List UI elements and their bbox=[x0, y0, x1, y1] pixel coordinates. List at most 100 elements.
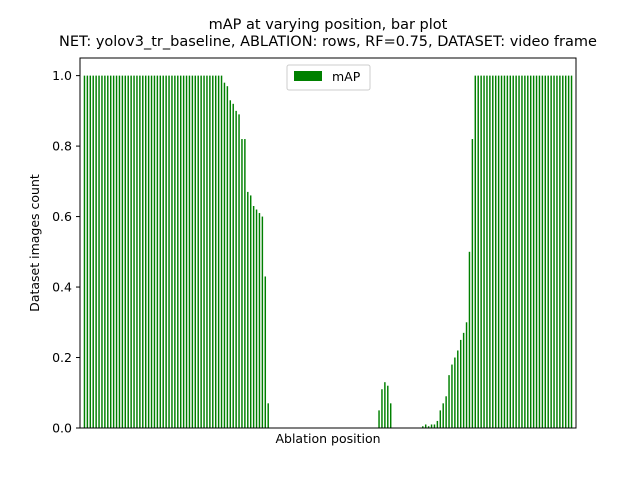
y-tick-label: 0.2 bbox=[52, 350, 72, 365]
bar bbox=[255, 209, 258, 428]
bar-series bbox=[83, 75, 573, 429]
bar bbox=[492, 75, 494, 429]
y-axis-label: Dataset images count bbox=[27, 174, 42, 312]
bar bbox=[521, 75, 523, 429]
bar bbox=[532, 75, 535, 429]
legend-label: mAP bbox=[332, 69, 361, 84]
bar bbox=[445, 396, 447, 428]
bar bbox=[436, 420, 439, 428]
bar bbox=[465, 322, 468, 428]
bar bbox=[567, 75, 570, 429]
bar bbox=[261, 216, 264, 428]
bar bbox=[206, 75, 208, 429]
y-tick-label: 0.8 bbox=[52, 139, 72, 154]
bar bbox=[241, 139, 243, 429]
bar bbox=[541, 75, 544, 429]
bar bbox=[223, 82, 226, 429]
bar bbox=[494, 75, 497, 429]
bar bbox=[212, 75, 214, 429]
bar bbox=[168, 75, 170, 429]
bar bbox=[480, 75, 482, 429]
y-axis-ticks: 0.0 0.2 0.4 0.6 0.8 1.0 bbox=[52, 68, 80, 436]
bar bbox=[89, 75, 92, 429]
bar bbox=[524, 75, 526, 429]
bar bbox=[109, 75, 112, 429]
bar bbox=[98, 75, 100, 429]
bar bbox=[451, 364, 453, 428]
bar bbox=[104, 75, 106, 429]
bar bbox=[556, 75, 558, 429]
bar bbox=[442, 403, 444, 428]
bar bbox=[258, 213, 261, 428]
bar bbox=[489, 75, 491, 429]
bar bbox=[477, 75, 479, 429]
legend: mAP bbox=[286, 64, 371, 91]
bar bbox=[83, 75, 86, 429]
bar bbox=[439, 410, 442, 428]
bar bbox=[182, 75, 185, 429]
bar bbox=[112, 75, 115, 429]
bar bbox=[457, 350, 459, 428]
bar bbox=[550, 75, 552, 429]
bar bbox=[238, 114, 240, 428]
bar bbox=[497, 75, 500, 429]
bar bbox=[538, 75, 541, 429]
x-axis-label: Ablation position bbox=[275, 431, 380, 446]
bar bbox=[136, 75, 138, 429]
bar bbox=[454, 357, 456, 428]
bar bbox=[127, 75, 129, 429]
bar bbox=[515, 75, 517, 429]
bar bbox=[529, 75, 532, 429]
bar bbox=[486, 75, 488, 429]
bar bbox=[424, 424, 427, 428]
bar bbox=[474, 75, 477, 429]
bar bbox=[433, 424, 436, 428]
bar bbox=[471, 139, 474, 429]
legend-swatch bbox=[294, 71, 322, 81]
bar bbox=[188, 75, 191, 429]
bar bbox=[130, 75, 132, 429]
bar bbox=[217, 75, 220, 429]
bar bbox=[244, 139, 246, 429]
bar bbox=[209, 75, 211, 429]
bar bbox=[139, 75, 141, 429]
bar bbox=[142, 75, 144, 429]
bar bbox=[378, 410, 380, 428]
bar bbox=[147, 75, 150, 429]
bar bbox=[535, 75, 538, 429]
bar bbox=[430, 424, 433, 428]
bar bbox=[547, 75, 549, 429]
bar bbox=[95, 75, 97, 429]
bar bbox=[118, 75, 121, 429]
bar bbox=[159, 75, 162, 429]
bar bbox=[101, 75, 103, 429]
bar bbox=[226, 86, 229, 428]
bar bbox=[527, 75, 529, 429]
bar bbox=[503, 75, 506, 429]
bar bbox=[247, 191, 249, 428]
bar bbox=[387, 385, 389, 428]
bar bbox=[107, 75, 109, 429]
bar bbox=[381, 389, 383, 428]
axes-frame bbox=[79, 57, 577, 429]
bar bbox=[427, 426, 430, 428]
bar bbox=[214, 75, 217, 429]
bar bbox=[144, 75, 147, 429]
bar bbox=[448, 375, 450, 428]
bar bbox=[249, 195, 252, 428]
bar bbox=[235, 110, 237, 429]
bar bbox=[115, 75, 118, 429]
bar bbox=[264, 276, 267, 428]
bar bbox=[121, 75, 124, 429]
bar bbox=[562, 75, 564, 429]
bar bbox=[422, 426, 424, 428]
bar bbox=[518, 75, 520, 429]
bar bbox=[229, 100, 232, 428]
bar bbox=[177, 75, 179, 429]
bar bbox=[384, 382, 386, 428]
bar bbox=[512, 75, 514, 429]
bar bbox=[500, 75, 503, 429]
bar bbox=[191, 75, 194, 429]
